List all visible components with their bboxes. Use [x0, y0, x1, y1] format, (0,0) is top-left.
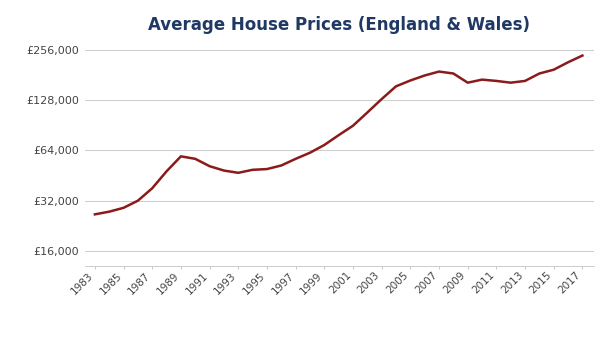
Title: Average House Prices (England & Wales): Average House Prices (England & Wales): [148, 16, 530, 34]
